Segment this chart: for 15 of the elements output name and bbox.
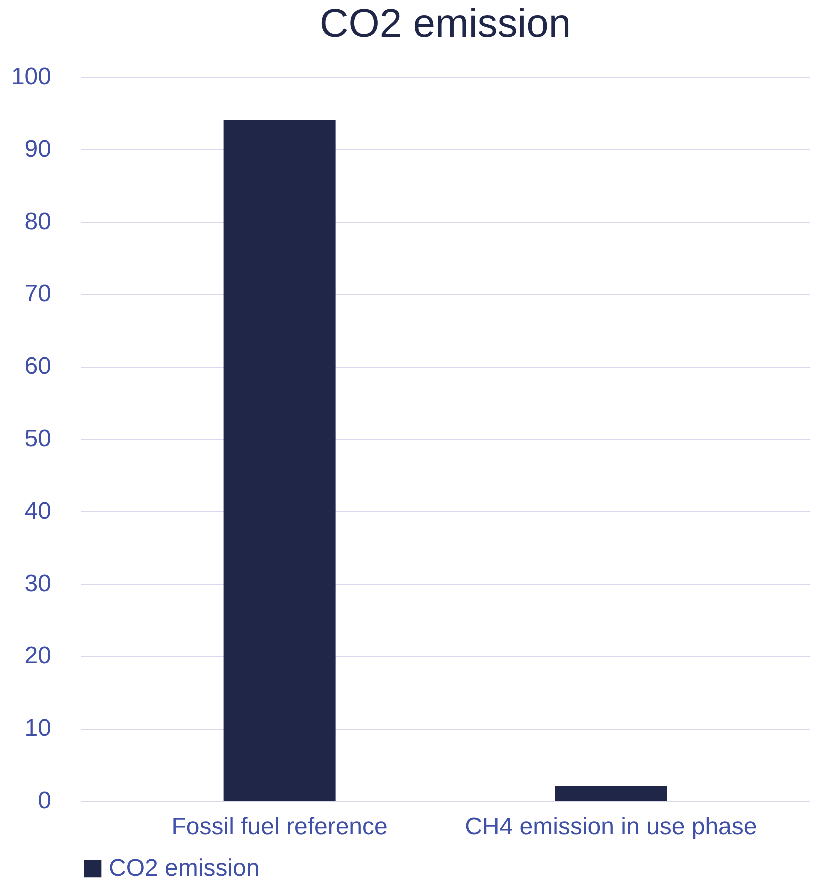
legend-label: CO2 emission [109, 855, 260, 882]
chart-title: CO2 emission [320, 2, 572, 46]
y-tick-label: 20 [24, 642, 52, 670]
y-tick-label: 90 [24, 136, 52, 163]
y-tick-label: 0 [38, 788, 52, 814]
x-tick-label: CH4 emission in use phase [465, 814, 758, 840]
x-tick-label: Fossil fuel reference [172, 814, 388, 840]
y-tick-label: 60 [24, 353, 52, 380]
y-tick-label: 100 [11, 64, 52, 90]
y-tick-label: 80 [24, 208, 52, 236]
y-tick-label: 10 [24, 715, 52, 742]
y-tick-label: 30 [24, 570, 52, 598]
y-tick-label: 40 [24, 498, 52, 525]
y-tick-label: 70 [24, 280, 52, 308]
y-tick-label: 50 [24, 426, 52, 452]
